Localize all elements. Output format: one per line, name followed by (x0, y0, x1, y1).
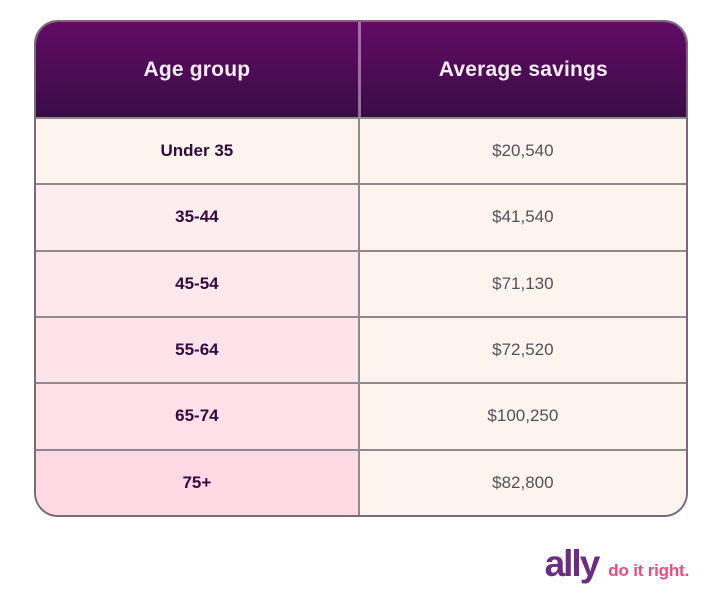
age-group-cell: 35-44 (36, 185, 358, 250)
age-group-cell: 55-64 (36, 317, 358, 383)
table-row: 35-44 $41,540 (36, 183, 686, 250)
table-row: 75+ $82,800 (36, 448, 686, 515)
ally-tagline: do it right. (608, 561, 689, 580)
age-group-cell: 65-74 (36, 384, 358, 449)
age-group-cell: 45-54 (36, 251, 358, 316)
table-row: Under 35 $20,540 (36, 117, 686, 184)
age-group-cell: Under 35 (36, 119, 358, 184)
savings-cell: $82,800 (357, 450, 686, 515)
column-header-age-group: Age group (143, 57, 251, 81)
savings-cell: $41,540 (357, 185, 686, 250)
table-row: 65-74 $100,250 (36, 382, 686, 449)
table-row: 45-54 $71,130 (36, 249, 686, 316)
table-header-row: Age group Average savings (36, 22, 686, 117)
savings-table: Age group Average savings Under 35 $20,5… (34, 20, 688, 517)
savings-cell: $100,250 (357, 384, 686, 449)
savings-cell: $71,130 (357, 251, 686, 316)
savings-cell: $72,520 (357, 317, 686, 383)
table-row: 55-64 $72,520 (36, 315, 686, 383)
age-group-cell: 75+ (36, 450, 358, 515)
savings-cell: $20,540 (357, 119, 686, 184)
column-header-average-savings: Average savings (357, 22, 686, 117)
ally-wordmark: ally (544, 543, 601, 584)
ally-logo: ally do it right. (544, 543, 690, 584)
